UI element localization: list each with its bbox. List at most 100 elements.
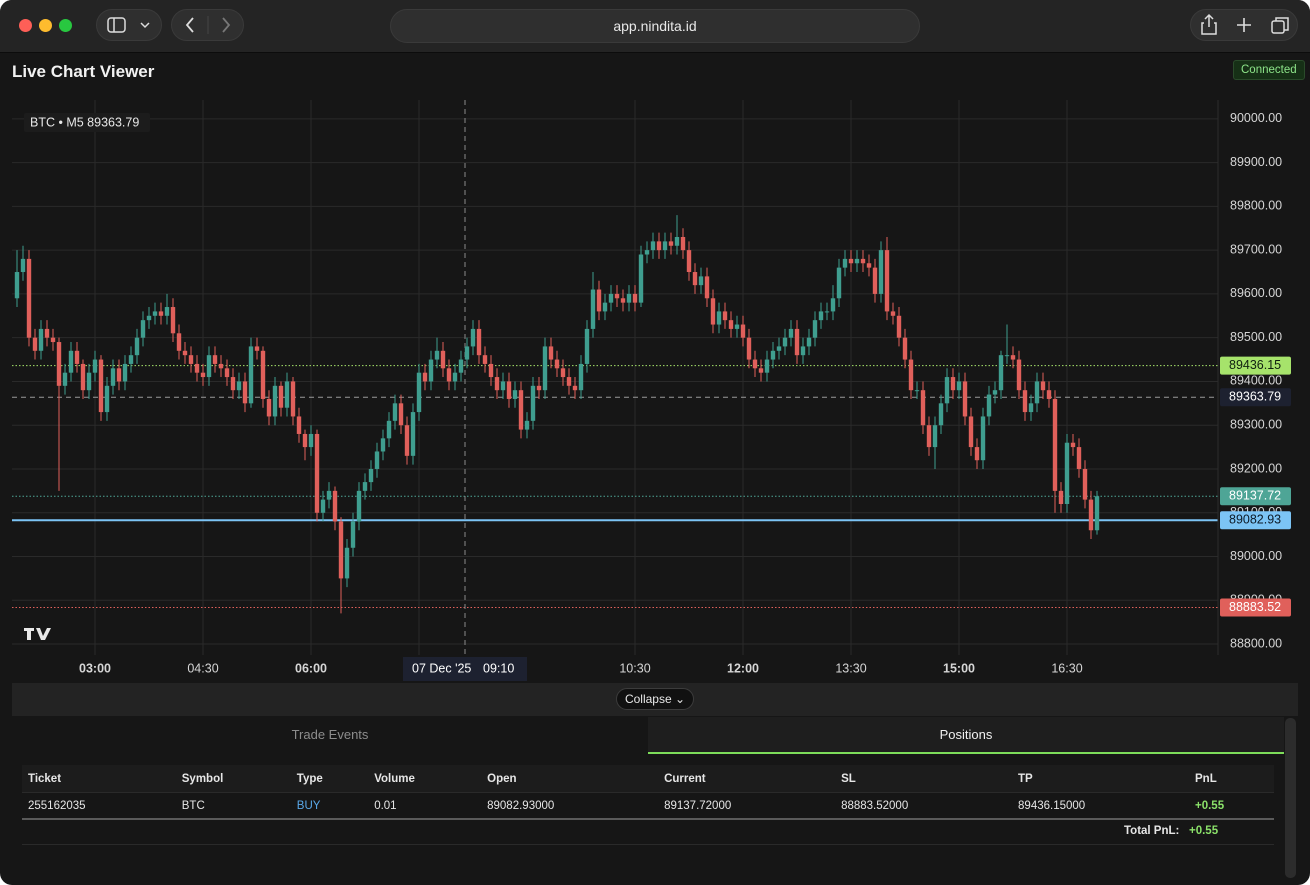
candle-body bbox=[680, 236, 686, 251]
candle-body bbox=[110, 368, 116, 386]
price-badge bbox=[1220, 598, 1291, 617]
candle-body bbox=[560, 368, 566, 378]
cell: 255162035 bbox=[22, 792, 176, 820]
candle-body bbox=[566, 377, 572, 386]
candle-body bbox=[416, 372, 422, 413]
column-header: SL bbox=[835, 765, 1013, 793]
x-tick-label: 10:30 bbox=[619, 661, 650, 675]
collapse-button[interactable]: Collapse ⌄ bbox=[616, 688, 694, 710]
candle-body bbox=[980, 416, 986, 461]
candle-body bbox=[458, 359, 464, 373]
candle-body bbox=[530, 385, 536, 421]
y-tick-label: 89000.00 bbox=[1230, 549, 1282, 563]
crosshair-badge bbox=[1220, 388, 1291, 407]
cell: 0.01 bbox=[368, 792, 482, 820]
candle-body bbox=[254, 346, 260, 351]
candle-body bbox=[836, 267, 842, 299]
candle-body bbox=[122, 363, 128, 382]
nav-buttons[interactable] bbox=[171, 9, 244, 41]
candle-body bbox=[830, 298, 836, 312]
x-tick-label: 16:30 bbox=[1051, 661, 1082, 675]
column-header: Symbol bbox=[175, 765, 291, 793]
y-tick-label: 89300.00 bbox=[1230, 418, 1282, 432]
tab[interactable]: Trade Events bbox=[12, 717, 648, 754]
candle-body bbox=[602, 302, 608, 312]
y-tick-label: 89700.00 bbox=[1230, 242, 1282, 256]
candle-body bbox=[398, 403, 404, 426]
price-badge-label: 89137.72 bbox=[1229, 489, 1281, 503]
candle-body bbox=[476, 328, 482, 356]
candle-body bbox=[494, 377, 500, 391]
candle-body bbox=[842, 258, 848, 268]
candle-body bbox=[956, 381, 962, 391]
candle-body bbox=[848, 258, 854, 264]
x-tick-label: 06:00 bbox=[295, 661, 327, 675]
tab[interactable]: Positions bbox=[648, 717, 1284, 754]
candle-body bbox=[794, 328, 800, 356]
chart-legend: BTC • M5 89363.79 bbox=[30, 115, 139, 129]
candle-body bbox=[800, 346, 806, 356]
candle-body bbox=[410, 412, 416, 456]
cell: +0.55 bbox=[1189, 792, 1274, 820]
candle-body bbox=[1010, 355, 1016, 360]
close-button[interactable] bbox=[19, 19, 32, 32]
candle-body bbox=[896, 315, 902, 338]
candle-body bbox=[914, 390, 920, 392]
candle-body bbox=[1040, 381, 1046, 391]
candle-body bbox=[638, 254, 644, 303]
candle-body bbox=[1088, 499, 1094, 531]
price-badge bbox=[1220, 356, 1291, 375]
collapse-label: Collapse bbox=[624, 692, 672, 706]
candle-body bbox=[218, 363, 224, 369]
candle-body bbox=[224, 368, 230, 378]
candle-body bbox=[692, 272, 698, 286]
crosshair-time-badge bbox=[403, 657, 527, 681]
candle-body bbox=[50, 337, 56, 343]
x-tick-label: 12:00 bbox=[727, 661, 759, 675]
candle-body bbox=[344, 547, 350, 579]
candle-body bbox=[764, 359, 770, 373]
zoom-button[interactable] bbox=[59, 19, 72, 32]
candle-body bbox=[788, 328, 794, 338]
candle-body bbox=[140, 320, 146, 338]
page-title: Live Chart Viewer bbox=[12, 62, 155, 81]
candle-body bbox=[374, 451, 380, 469]
candle-body bbox=[1058, 490, 1064, 504]
candle-body bbox=[404, 425, 410, 456]
candle-body bbox=[200, 372, 206, 378]
candle-body bbox=[614, 293, 620, 299]
address-bar[interactable]: app.nindita.id bbox=[390, 9, 920, 43]
candle-body bbox=[62, 372, 68, 386]
candle-body bbox=[572, 385, 578, 391]
candle-body bbox=[368, 468, 374, 483]
candle-body bbox=[470, 328, 476, 347]
scrollbar[interactable] bbox=[1285, 718, 1296, 878]
candle-body bbox=[14, 272, 20, 299]
header-row: Ticket Symbol Type Volume Open Current SL TP PnL bbox=[22, 765, 1274, 793]
position-row: 255162035 BTC BUY 0.01 89082.93000 89137.7200… bbox=[22, 792, 1274, 820]
candle-body bbox=[1082, 468, 1088, 500]
chart-background bbox=[12, 95, 1298, 683]
candle-body bbox=[134, 337, 140, 356]
candle-body bbox=[590, 289, 596, 329]
grid bbox=[12, 100, 1218, 655]
candle-body bbox=[710, 298, 716, 325]
minimize-button[interactable] bbox=[39, 19, 52, 32]
candle-body bbox=[644, 250, 650, 255]
candle-body bbox=[584, 328, 590, 364]
price-badge bbox=[1220, 511, 1291, 530]
candle-body bbox=[872, 267, 878, 294]
cell: 89436.15000 bbox=[1012, 792, 1189, 820]
candle-body bbox=[74, 350, 80, 364]
candle-body bbox=[446, 368, 452, 382]
toolbar-actions[interactable] bbox=[1190, 9, 1298, 41]
candle-body bbox=[1052, 398, 1058, 491]
candle-body bbox=[1028, 403, 1034, 413]
sidebar-button[interactable] bbox=[96, 9, 162, 41]
candle-body bbox=[260, 350, 266, 399]
candle-body bbox=[386, 420, 392, 439]
candle-body bbox=[164, 307, 170, 316]
candle-body bbox=[170, 307, 176, 334]
candle-body bbox=[740, 324, 746, 338]
